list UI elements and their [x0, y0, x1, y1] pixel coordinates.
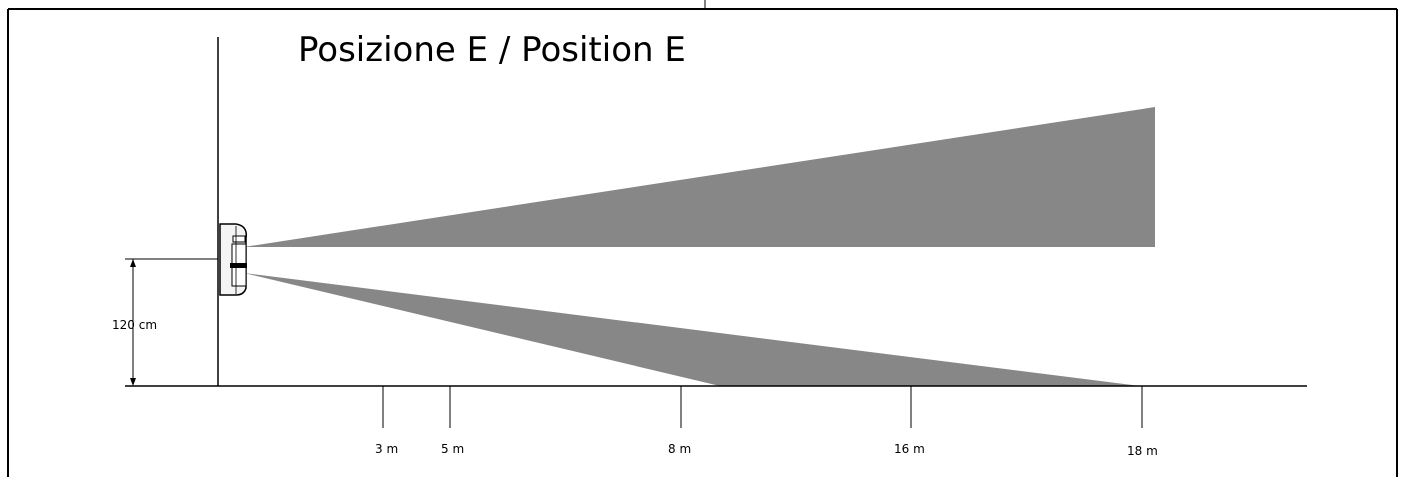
sensor-device — [219, 223, 248, 296]
sensor-band — [230, 263, 247, 268]
distance-label-18m: 18 m — [1127, 444, 1158, 458]
diagram-title: Posizione E / Position E — [298, 30, 686, 70]
upper-detection-beam — [244, 107, 1155, 247]
page-frame — [7, 0, 1398, 477]
distance-label-8m: 8 m — [668, 442, 692, 456]
distance-label-3m: 3 m — [375, 442, 399, 456]
height-dimension — [125, 258, 218, 384]
distance-label-16m: 16 m — [894, 442, 925, 456]
height-arrow-bottom — [130, 378, 136, 386]
distance-ticks — [382, 386, 1143, 428]
sensor-upper-lens — [232, 235, 246, 243]
lower-detection-beam — [244, 273, 1140, 386]
height-arrow-top — [130, 259, 136, 267]
distance-label-5m: 5 m — [441, 442, 465, 456]
mounting-height-label: 120 cm — [112, 318, 158, 332]
